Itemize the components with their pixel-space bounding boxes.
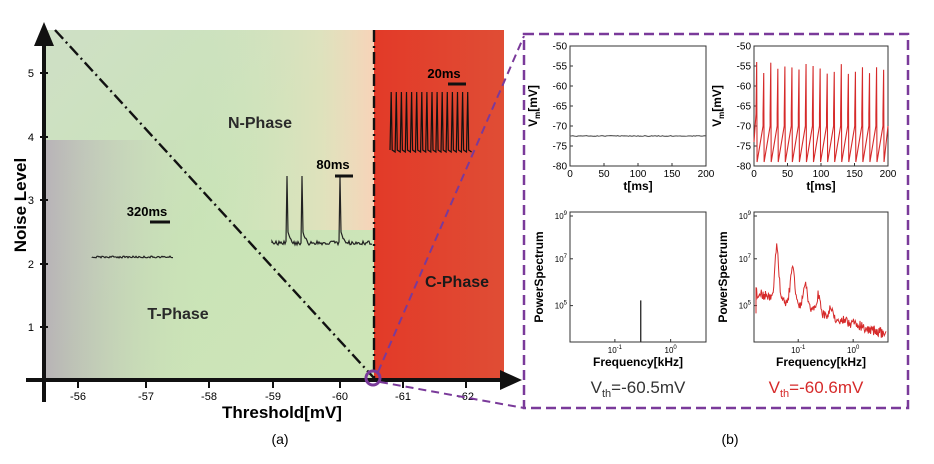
label-n-phase: N-Phase — [228, 115, 292, 132]
y-tick-label: -65 — [553, 102, 568, 113]
label-t-phase: T-Phase — [147, 306, 208, 323]
y-tick-label: -70 — [737, 122, 752, 133]
inset-n-phase: 80ms — [271, 157, 373, 247]
y-tick-label: -55 — [553, 62, 568, 73]
axes-a: -56 -57 -58 -59 -60 -61 -62 1 2 3 4 5 — [26, 22, 522, 403]
spectrum-curve — [755, 243, 887, 338]
connector-top — [377, 35, 525, 373]
x-tick-label: 10-1 — [608, 345, 623, 355]
y-tick-label: 3 — [28, 195, 34, 207]
phase-diagram — [44, 29, 504, 380]
y-tick-label: -75 — [553, 142, 568, 153]
y-tick-label: 105 — [739, 301, 752, 311]
x-axis-label: t[ms] — [623, 179, 652, 193]
y-tick-label: 107 — [555, 254, 568, 264]
scalebar-t-label: 320ms — [127, 204, 167, 219]
y-tick-label: -50 — [737, 42, 752, 53]
x-tick-label: 200 — [698, 169, 715, 180]
y-axis-label: Vm[mV] — [526, 85, 542, 127]
y-tick-label: -80 — [553, 162, 568, 173]
x-ticks: -56 -57 -58 -59 -60 -61 -62 — [70, 380, 474, 403]
y-axis-label: PowerSpectrum — [716, 231, 730, 322]
y-axis-arrow — [34, 22, 54, 46]
trace-plot-right: -50 -55 -60 -65 -70 -75 -800 50 100 150 200 t[ms] Vm… — [710, 42, 897, 194]
diagonal-boundary — [54, 29, 375, 379]
y-tick-label: -70 — [553, 122, 568, 133]
y-axis-label: Vm[mV] — [710, 85, 726, 127]
x-tick-label: -62 — [458, 391, 474, 403]
inset-t-phase: 320ms — [91, 204, 174, 259]
x-tick-label: 150 — [664, 169, 681, 180]
x-axis-arrow — [500, 370, 522, 390]
x-tick-label: 100 — [630, 169, 647, 180]
x-tick-label: 150 — [846, 169, 863, 180]
x-tick-label: -58 — [201, 391, 217, 403]
y-ticks: 1 2 3 4 5 — [28, 68, 48, 334]
panel-b-frame — [522, 32, 910, 410]
y-tick-label: -60 — [737, 82, 752, 93]
caption-a: (a) — [271, 431, 288, 447]
x-tick-label: 0 — [567, 169, 573, 180]
vth-left: Vth=-60.5mV — [591, 378, 686, 400]
voltage-trace — [753, 61, 889, 163]
x-tick-label: 50 — [598, 169, 610, 180]
y-tick-label: -65 — [737, 102, 752, 113]
label-c-phase: C-Phase — [425, 274, 489, 291]
y-axis-label: Noise Level — [11, 158, 30, 253]
trace-plot-left: -50 -55 -60 -65 -70 -75 -800 50 100 150 200 t[ms] Vm… — [526, 42, 715, 194]
x-tick-label: -60 — [332, 391, 348, 403]
y-tick-label: 5 — [28, 68, 34, 80]
x-tick-label: -57 — [138, 391, 154, 403]
y-tick-label: -60 — [553, 82, 568, 93]
y-tick-label: -50 — [553, 42, 568, 53]
y-axis-label: PowerSpectrum — [532, 231, 546, 322]
y-tick-label: -55 — [737, 62, 752, 73]
x-tick-label: 10-1 — [791, 345, 806, 355]
y-tick-label: 107 — [739, 254, 752, 264]
plot-frame — [569, 211, 707, 343]
vth-right: Vth=-60.6mV — [769, 378, 864, 400]
x-tick-label: 200 — [880, 169, 897, 180]
y-tick-label: 109 — [739, 211, 752, 221]
y-tick-label: 1 — [28, 322, 34, 334]
connector-bottom — [379, 381, 525, 409]
plot-frame — [569, 45, 707, 167]
x-axis-label: Threshold[mV] — [222, 403, 342, 422]
y-tick-label: -80 — [737, 162, 752, 173]
inset-c-phase: 20ms — [389, 66, 472, 154]
x-axis-label: t[ms] — [806, 179, 835, 193]
x-tick-label: -56 — [70, 391, 86, 403]
x-tick-label: 100 — [847, 345, 860, 355]
y-tick-label: 109 — [555, 211, 568, 221]
plot-frame — [753, 211, 889, 343]
caption-b: (b) — [721, 431, 738, 447]
x-tick-label: -61 — [395, 391, 411, 403]
y-tick-label: 4 — [28, 132, 34, 144]
voltage-trace — [569, 135, 707, 137]
x-tick-label: 50 — [782, 169, 794, 180]
c-phase-trace — [389, 91, 472, 154]
t-phase-trace — [91, 255, 174, 259]
x-tick-label: 100 — [813, 169, 830, 180]
y-tick-label: -75 — [737, 142, 752, 153]
x-tick-label: 100 — [665, 345, 678, 355]
x-axis-label: Frequency[kHz] — [776, 355, 866, 369]
c-phase-region — [374, 30, 504, 380]
scalebar-c-label: 20ms — [427, 66, 460, 81]
y-tick-label: 2 — [28, 259, 34, 271]
x-tick-label: -59 — [265, 391, 281, 403]
n-phase-trace — [271, 175, 373, 247]
x-axis-label: Frequency[kHz] — [593, 355, 683, 369]
scalebar-n-label: 80ms — [316, 157, 349, 172]
y-tick-label: 105 — [555, 301, 568, 311]
x-tick-label: 0 — [751, 169, 757, 180]
selected-point-marker — [364, 369, 382, 387]
